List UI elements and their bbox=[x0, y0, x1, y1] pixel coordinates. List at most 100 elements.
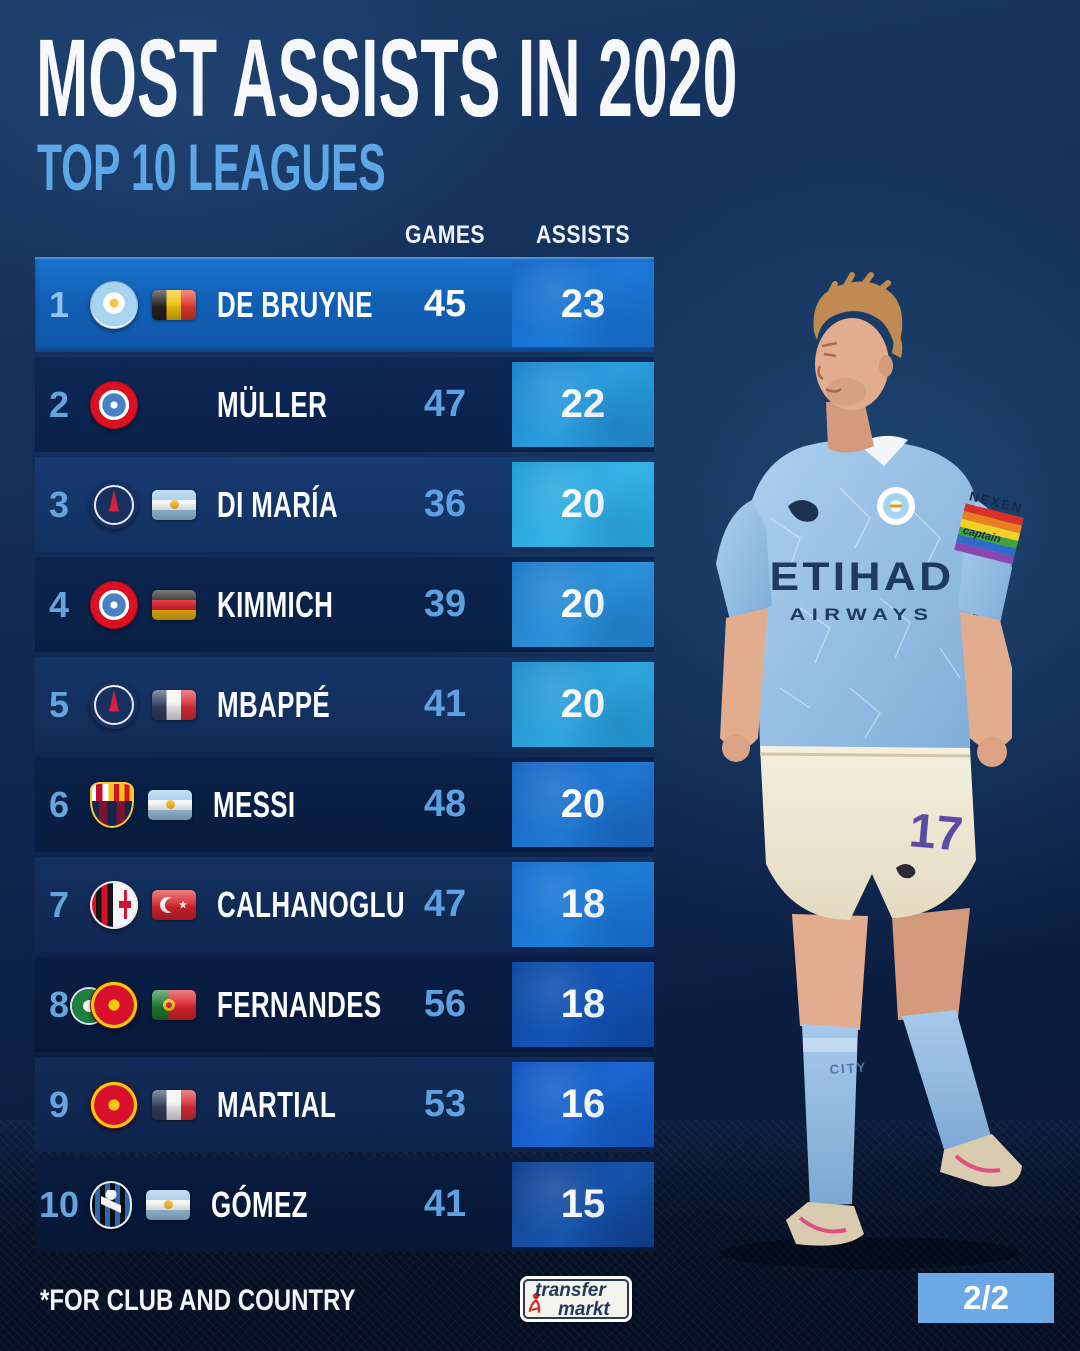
sock-text: CITY bbox=[829, 1059, 868, 1077]
rank-value: 6 bbox=[48, 783, 70, 825]
page-number-badge: 2/2 bbox=[918, 1273, 1054, 1323]
logo-text-line1: transfer bbox=[535, 1280, 606, 1301]
games-value: 41 bbox=[423, 1183, 467, 1225]
shirt-sponsor-subtext: AIRWAYS bbox=[790, 605, 935, 624]
games-value: 39 bbox=[423, 583, 467, 625]
club-badge-manchester-united-icon bbox=[90, 1080, 138, 1129]
puma-logo-icon bbox=[788, 500, 819, 522]
games-value: 53 bbox=[423, 1083, 467, 1125]
player-sock bbox=[802, 1024, 858, 1206]
assists-cell: 20 bbox=[512, 662, 654, 747]
table-row: 1 DE BRUYNE 45 23 bbox=[35, 257, 654, 352]
player-hand bbox=[722, 734, 750, 762]
table-row: 7 CALHANOGLU 47 18 bbox=[35, 857, 654, 952]
games-value: 36 bbox=[423, 483, 467, 525]
flag-portugal-icon bbox=[152, 989, 196, 1020]
table-row: 3 DI MARÍA 36 20 bbox=[35, 457, 654, 552]
column-header-games: GAMES bbox=[404, 221, 486, 249]
assists-cell: 20 bbox=[512, 562, 654, 647]
player-shirt bbox=[752, 439, 976, 771]
puma-logo-icon bbox=[896, 864, 916, 879]
games-value: 48 bbox=[423, 783, 467, 825]
club-badge-psg-icon bbox=[90, 680, 138, 729]
shirt-sponsor-text: ETIHAD bbox=[770, 555, 955, 599]
table-row: 9 MARTIAL 53 16 bbox=[35, 1057, 654, 1152]
sock-band bbox=[803, 1038, 857, 1052]
flag-argentina-icon bbox=[152, 489, 196, 520]
rank-value: 9 bbox=[48, 1083, 70, 1125]
club-badge-bayern-munich-icon bbox=[90, 380, 138, 429]
rank-value: 8 bbox=[48, 983, 70, 1025]
club-badge-psg-icon bbox=[90, 480, 138, 529]
table-row: 4 KIMMICH 39 20 bbox=[35, 557, 654, 652]
table-row: 5 MBAPPÉ 41 20 bbox=[35, 657, 654, 752]
player-neck bbox=[826, 400, 874, 453]
player-name: MESSI bbox=[213, 783, 296, 825]
player-hair-spikes bbox=[827, 272, 891, 297]
club-badge-atalanta-icon bbox=[90, 1180, 132, 1229]
table-row: 10 GÓMEZ 41 15 bbox=[35, 1157, 654, 1252]
flag-germany-icon bbox=[152, 589, 196, 620]
player-shadow bbox=[720, 1237, 1020, 1269]
player-stubble bbox=[826, 378, 866, 406]
player-name: FERNANDES bbox=[217, 983, 382, 1025]
player-name: DI MARÍA bbox=[217, 483, 338, 525]
player-name: KIMMICH bbox=[217, 583, 334, 625]
rank-value: 1 bbox=[48, 283, 70, 325]
assists-cell: 15 bbox=[512, 1162, 654, 1247]
flag-france-icon bbox=[152, 689, 196, 720]
club-badge-manchester-united-icon bbox=[90, 980, 138, 1029]
player-photo: CITY NEXEN captain bbox=[716, 272, 1025, 1269]
club-badge-ac-milan-icon bbox=[90, 880, 138, 929]
player-hair bbox=[813, 281, 903, 356]
assists-table: 1 DE BRUYNE 45 23 2 MÜLLER 47 22 3 DI MA… bbox=[35, 257, 654, 1257]
boot-swoosh-icon bbox=[798, 1216, 847, 1234]
flag-turkey-icon bbox=[152, 889, 196, 920]
games-value: 45 bbox=[423, 283, 467, 325]
logo-text-line2: markt bbox=[558, 1299, 610, 1320]
table-row: 6 MESSI 48 20 bbox=[35, 757, 654, 852]
rank-value: 7 bbox=[48, 883, 70, 925]
rank-value: 5 bbox=[48, 683, 70, 725]
player-sleeve bbox=[716, 500, 772, 620]
player-name: GÓMEZ bbox=[211, 1183, 308, 1225]
rank-value: 10 bbox=[39, 1183, 80, 1225]
player-hair bbox=[892, 330, 903, 358]
club-badge-bayern-munich-icon bbox=[90, 580, 138, 629]
assists-cell: 16 bbox=[512, 1062, 654, 1147]
player-name: MBAPPÉ bbox=[217, 683, 331, 725]
table-row: 8 FERNANDES 56 18 bbox=[35, 957, 654, 1052]
footnote: *FOR CLUB AND COUNTRY bbox=[40, 1284, 356, 1317]
club-badge-manchester-united-sporting-icon bbox=[72, 980, 138, 1029]
player-sock bbox=[902, 1010, 992, 1156]
shorts-number: 17 bbox=[907, 804, 965, 861]
games-value: 56 bbox=[423, 983, 467, 1025]
boot-swoosh-icon bbox=[954, 1154, 1001, 1173]
player-leg bbox=[792, 914, 868, 1030]
player-name: CALHANOGLU bbox=[217, 883, 405, 925]
flag-france-icon bbox=[152, 1089, 196, 1120]
assists-cell: 18 bbox=[512, 862, 654, 947]
player-shorts bbox=[760, 746, 976, 920]
player-boot bbox=[940, 1134, 1022, 1187]
assists-cell: 20 bbox=[512, 762, 654, 847]
table-row: 2 MÜLLER 47 22 bbox=[35, 357, 654, 452]
player-boot bbox=[786, 1202, 864, 1246]
assists-cell: 18 bbox=[512, 962, 654, 1047]
rank-value: 2 bbox=[48, 383, 70, 425]
player-face-features bbox=[817, 341, 842, 393]
games-value: 47 bbox=[423, 883, 467, 925]
player-arm bbox=[960, 612, 1012, 749]
player-name: MARTIAL bbox=[217, 1083, 337, 1125]
games-value: 41 bbox=[423, 683, 467, 725]
page-subtitle: TOP 10 LEAGUES bbox=[37, 130, 386, 204]
assists-cell: 22 bbox=[512, 362, 654, 447]
transfermarkt-logo: transfer markt bbox=[520, 1276, 632, 1322]
club-badge-barcelona-icon bbox=[90, 781, 134, 828]
flag-argentina-icon bbox=[146, 1189, 190, 1220]
player-ear bbox=[879, 355, 893, 377]
club-badge-manchester-city-icon bbox=[90, 280, 138, 329]
player-name: DE BRUYNE bbox=[217, 283, 373, 325]
flag-belgium-icon bbox=[152, 289, 196, 320]
assists-cell: 23 bbox=[512, 262, 654, 347]
